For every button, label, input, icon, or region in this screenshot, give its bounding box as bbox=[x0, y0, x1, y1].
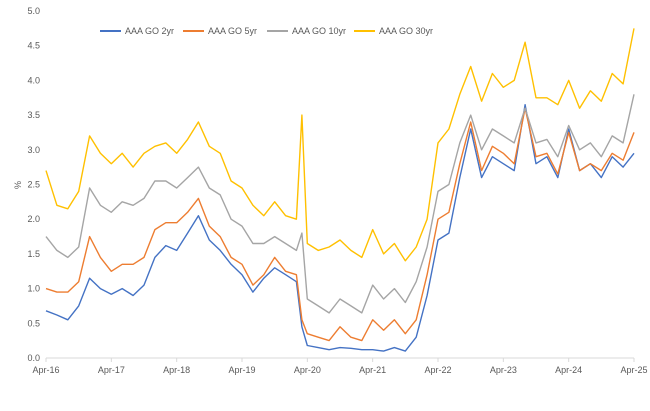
y-tick-label: 1.0 bbox=[27, 284, 40, 294]
x-tick-label: Apr-23 bbox=[490, 365, 517, 375]
x-tick-label: Apr-20 bbox=[294, 365, 321, 375]
series-line-1 bbox=[45, 103, 635, 352]
y-tick-label: 4.5 bbox=[27, 41, 40, 51]
y-axis-label: % bbox=[13, 181, 23, 189]
x-tick-label: Apr-22 bbox=[424, 365, 451, 375]
legend-label: AAA GO 2yr bbox=[125, 26, 174, 36]
legend-label: AAA GO 30yr bbox=[379, 26, 433, 36]
y-tick-label: 4.0 bbox=[27, 75, 40, 85]
x-tick-label: Apr-24 bbox=[555, 365, 582, 375]
series-line-2 bbox=[45, 107, 635, 342]
x-tick-label: Apr-17 bbox=[98, 365, 125, 375]
series-line-3 bbox=[45, 94, 635, 314]
y-tick-label: 1.5 bbox=[27, 249, 40, 259]
x-tick-label: Apr-16 bbox=[32, 365, 59, 375]
y-axis: 0.0 0.5 1.0 1.5 2.0 2.5 3.0 3.5 4.0 4.5 5.0 bbox=[27, 6, 40, 363]
x-tick-label: Apr-18 bbox=[163, 365, 190, 375]
x-tick-label: Apr-19 bbox=[228, 365, 255, 375]
y-tick-label: 3.5 bbox=[27, 110, 40, 120]
plot-area bbox=[45, 28, 635, 352]
legend-label: AAA GO 5yr bbox=[208, 26, 257, 36]
y-tick-label: 2.5 bbox=[27, 180, 40, 190]
series-line-4 bbox=[45, 28, 635, 262]
legend: AAA GO 2yr AAA GO 5yr AAA GO 10yr AAA GO 30… bbox=[100, 26, 433, 36]
y-tick-label: 2.0 bbox=[27, 214, 40, 224]
y-tick-label: 5.0 bbox=[27, 6, 40, 16]
y-tick-label: 0.0 bbox=[27, 353, 40, 363]
y-tick-label: 3.0 bbox=[27, 145, 40, 155]
y-tick-label: 0.5 bbox=[27, 318, 40, 328]
x-tick-label: Apr-25 bbox=[620, 365, 647, 375]
x-axis: Apr-16 Apr-17 Apr-18 Apr-19 Apr-20 Apr-21 Apr-… bbox=[32, 358, 648, 375]
x-tick-label: Apr-21 bbox=[359, 365, 386, 375]
legend-label: AAA GO 10yr bbox=[292, 26, 346, 36]
